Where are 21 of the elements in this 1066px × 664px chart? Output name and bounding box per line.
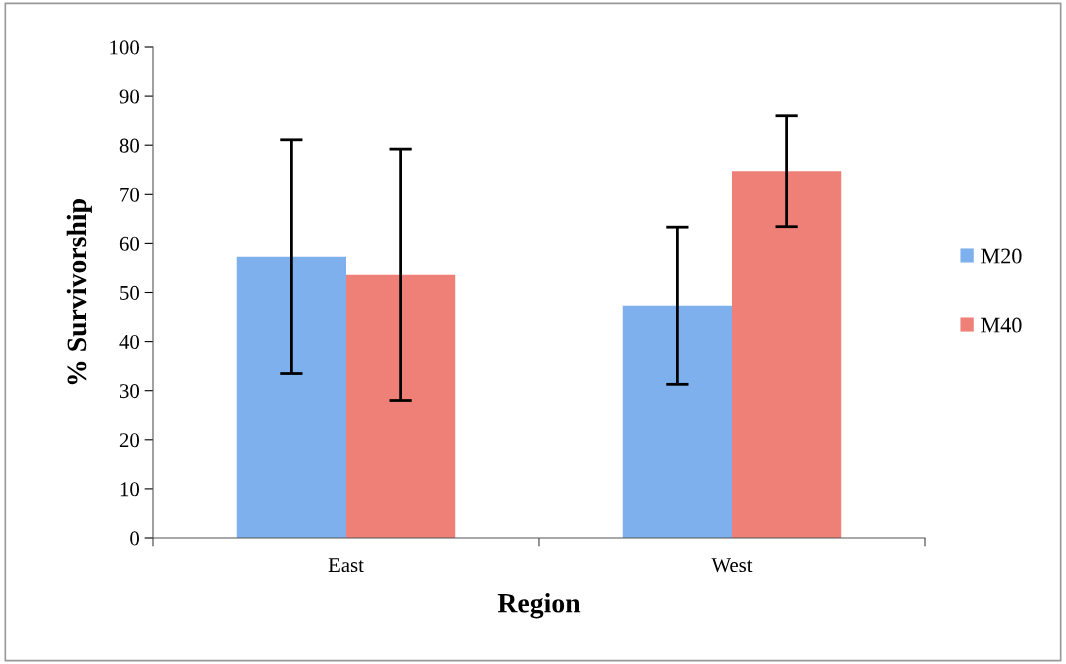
legend-label: M20 xyxy=(981,248,1022,264)
y-tick-label: 60 xyxy=(119,236,140,251)
bar xyxy=(622,305,732,538)
x-tick-label: East xyxy=(328,558,364,573)
y-tick-label: 80 xyxy=(119,138,140,153)
y-tick-label: 40 xyxy=(119,334,140,350)
y-tick-label: 10 xyxy=(120,482,140,497)
y-tick-label: 100 xyxy=(110,40,140,55)
y-axis-title: % Survivorship xyxy=(66,199,92,385)
y-tick-label: 50 xyxy=(120,285,140,300)
y-tick-label: 0 xyxy=(130,531,140,546)
legend-label: M40 xyxy=(981,317,1022,333)
y-tick-label: 30 xyxy=(119,384,140,399)
x-axis-title: Region xyxy=(497,593,581,619)
bar xyxy=(346,274,456,538)
bar xyxy=(732,171,842,538)
y-tick-label: 90 xyxy=(119,89,140,104)
x-tick-label: West xyxy=(711,558,753,573)
bar xyxy=(236,256,346,538)
y-tick-label: 20 xyxy=(119,433,140,448)
y-tick-label: 70 xyxy=(120,187,140,202)
